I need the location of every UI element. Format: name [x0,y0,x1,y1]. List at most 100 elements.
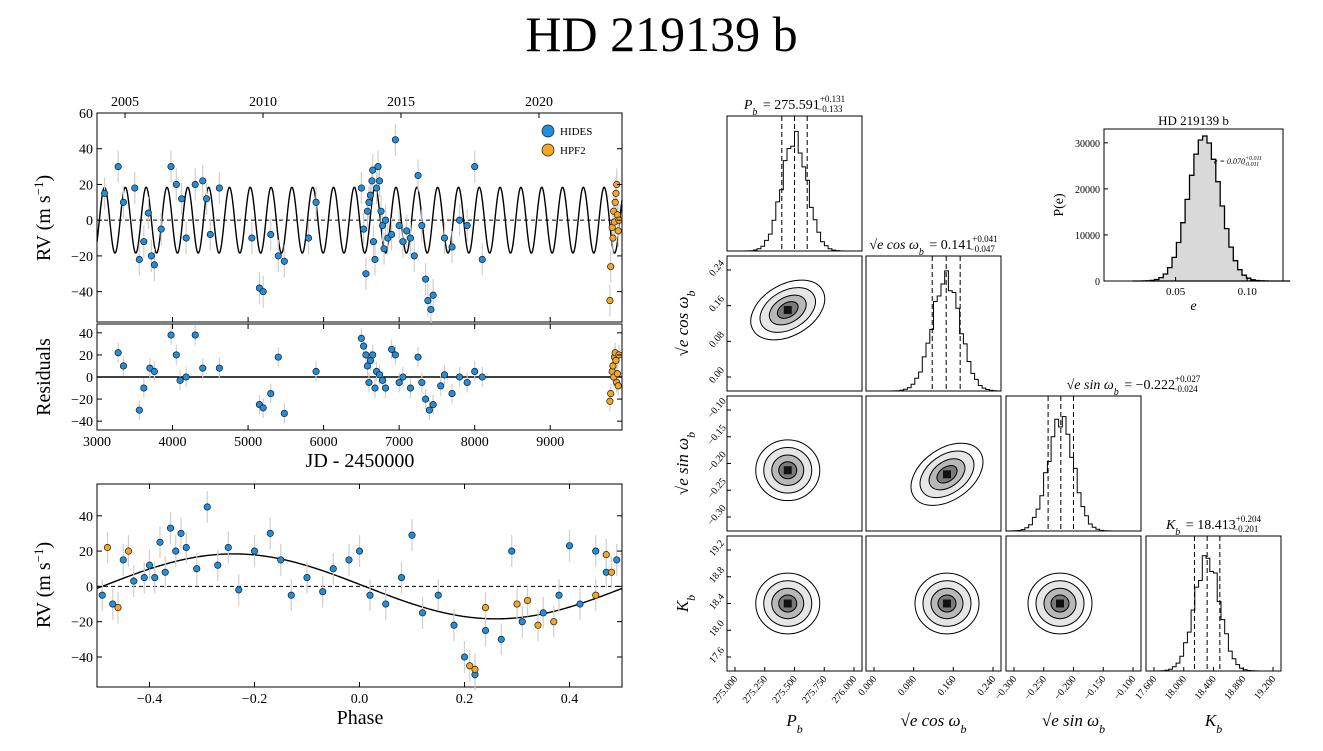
rv-legend: HIDES HPF2 [541,124,592,157]
corner-ytick-label: 0.24 [707,258,727,278]
jd-xlabel: JD - 2450000 [306,450,415,472]
phase-point-hides [592,547,600,555]
rv-time-point-hides [403,227,411,235]
corner-ytick-label: 18.0 [707,618,727,638]
rv-time-point-hides [427,305,435,314]
phase-point-hides [303,574,311,582]
residuals-xtick-label: 4000 [159,435,187,450]
rv-time-point-hides [191,180,199,189]
phase-point-hides [193,565,201,573]
corner-plot: Pb = 275.591+0.131 −0.133 √e cos ωb = 0.14… [673,94,1282,736]
residual-point-hpf2 [607,390,615,398]
phase-point-hides [565,542,574,550]
phase-panel: −40 −20 0 20 40 −0.4 −0.2 0.0 0.2 0.4 Phase RV (m s… [31,483,623,729]
residual-point-hides [395,378,403,387]
phase-point-hides [235,586,243,594]
corner-xtick-label: 275.000 [711,674,740,706]
rv-time-top-tick-label: 2020 [525,95,553,110]
residual-point-hides [422,395,430,403]
residual-point-hides [375,371,384,379]
residual-point-hides [399,373,407,381]
corner-xlabel-esin: √e sin ωb [1042,711,1105,736]
residual-point-hides [362,351,370,359]
rv-time-point-hides [414,171,422,180]
phase-point-hides [130,577,138,585]
figure-title: HD 219139 b [525,6,798,62]
corner-title-esin: √e sin ωb = −0.222+0.027 −0.024 [1067,374,1201,398]
phase-point-hpf2 [466,662,474,670]
phase-point-hides [450,621,458,629]
corner-title-P: Pb = 275.591+0.131 −0.133 [743,94,845,118]
rv-time-point-hides [274,252,282,260]
residual-point-hides [391,351,399,359]
corner-ylabel-K: Kb [673,595,698,613]
residual-point-hpf2 [609,362,617,370]
rv-time-model-curve [96,186,623,254]
ecc-frame [1103,128,1284,282]
phase-point-hides [151,574,159,582]
phase-point-hpf2 [592,591,600,599]
rv-time-point-hides [360,225,368,233]
corner-hist-esin: √e sin ωb = −0.222+0.027 −0.024 [1005,374,1201,532]
corner-2d-1-0 [726,255,863,392]
phase-point-hides [166,524,175,532]
phase-point-hides [481,626,490,635]
phase-point-hpf2 [114,604,122,612]
corner-ytick-label: −0.30 [705,503,728,528]
residual-point-hides [425,406,433,414]
rv-time-ytick-label: −40 [71,286,93,301]
ecc-hist-bars [1132,135,1291,282]
rv-time-top-tick-label: 2015 [387,95,415,110]
rv-time-point-hides [377,207,385,215]
corner-xlabel-ecos: √e cos ωb [901,711,967,736]
legend-marker-hides [541,124,555,138]
corner-contour-peak [783,466,792,475]
rv-time-point-hides [478,255,486,264]
ecc-ytick-label: 0 [1095,277,1100,288]
residual-point-hides [382,384,390,392]
residual-point-hides [274,353,282,361]
corner-xtick-label: 275.250 [741,674,770,706]
rv-time-point-hides [206,230,214,239]
residual-point-hpf2 [612,356,620,364]
rv-time-point-hides [150,261,158,269]
phase-point-hpf2 [481,604,490,612]
residual-point-hides [280,409,288,417]
corner-xtick-label: 18.400 [1193,674,1219,702]
rv-time-ylabel: RV (m s−1) [31,175,56,261]
phase-ytick-label: 20 [79,545,93,560]
phase-point-hpf2 [523,596,532,605]
rv-time-point-hides [368,177,376,185]
phase-point-hides [366,591,374,599]
rv-time-ytick-label: 40 [79,143,93,158]
ecc-annotation: e = 0.070+0.011 −0.011 [1214,156,1262,168]
corner-xtick-label: 19.200 [1252,674,1278,702]
phase-point-hides [518,618,526,626]
corner-2d-3-1 [865,535,1002,672]
rv-time-point-hides [429,291,437,299]
phase-point-hides [214,561,222,569]
rv-time-point-hides [215,184,223,192]
rv-time-point-hides [157,225,165,233]
rv-time-ytick-label: 0 [86,214,93,229]
phase-point-hpf2 [607,568,616,576]
corner-ytick-label: −0.20 [705,449,728,474]
phase-point-hides [418,609,427,617]
phase-xtick-label: 0.0 [351,692,369,707]
corner-ytick-label: −0.10 [705,396,728,421]
residuals-ytick-label: −40 [71,415,93,430]
phase-point-hides [397,574,406,582]
corner-contour-peak [783,599,792,608]
phase-point-hides [613,556,621,564]
rv-time-point-hides [424,297,432,305]
corner-ytick-label: −0.25 [705,476,728,501]
phase-point-hides [497,635,505,643]
corner-xtick-label: −0.300 [993,674,1020,703]
residual-point-hides [429,401,437,409]
corner-ytick-label: 17.6 [707,645,727,665]
residual-point-hides [365,378,373,387]
residuals-ytick-label: 0 [86,371,93,386]
residual-point-hides [357,334,365,342]
phase-point-hpf2 [602,551,610,559]
corner-ytick-label: 18.8 [707,565,727,585]
